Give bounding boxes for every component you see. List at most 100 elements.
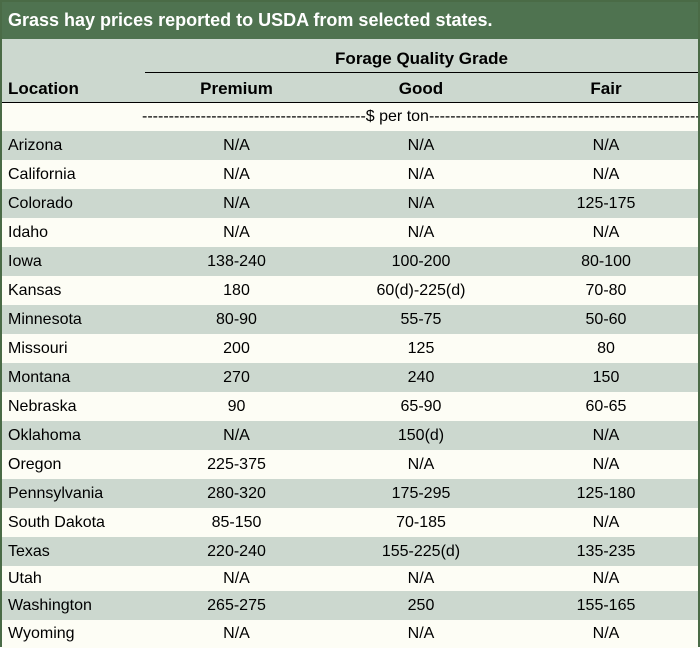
table-row: Oklahoma N/A 150(d) N/A [2,421,698,450]
cell-fair: N/A [592,166,620,183]
table-row: Missouri 200 125 80 [2,334,698,363]
cell-good: 250 [407,597,435,614]
cell-good: 175-295 [391,485,451,502]
table-row: Utah N/A N/A N/A [2,566,698,591]
cell-fair: N/A [592,427,620,444]
cell-premium: 90 [227,398,246,415]
header-rule [2,102,698,103]
cell-fair: 80-100 [581,253,631,270]
cell-premium: N/A [223,137,250,154]
cell-location: California [8,166,76,183]
cell-premium: N/A [223,625,250,642]
cell-good: N/A [407,456,435,473]
cell-location: Minnesota [8,311,82,328]
cell-premium: 280-320 [207,485,266,502]
table-row: Nebraska 90 65-90 60-65 [2,392,698,421]
group-header-rule [145,72,698,73]
cell-good: 60(d)-225(d) [376,282,466,299]
cell-location: Oregon [8,456,62,473]
cell-good: 55-75 [400,311,442,328]
cell-premium: 180 [223,282,250,299]
cell-premium: 220-240 [207,543,266,560]
cell-fair: 155-165 [576,597,636,614]
cell-fair: N/A [592,625,620,642]
cell-good: N/A [407,625,435,642]
cell-fair: 150 [592,369,620,386]
cell-good: 100-200 [391,253,451,270]
cell-premium: 138-240 [207,253,266,270]
unit-row: ----------------------------------------… [2,103,698,131]
cell-fair: 50-60 [585,311,627,328]
table-row: Colorado N/A N/A 125-175 [2,189,698,218]
cell-location: Nebraska [8,398,77,415]
cell-location: Texas [8,543,50,560]
cell-location: Montana [8,369,71,386]
cell-premium: 225-375 [207,456,266,473]
table-row: Arizona N/A N/A N/A [2,131,698,160]
cell-premium: 85-150 [211,514,262,531]
cell-location: Iowa [8,253,42,270]
cell-good: 155-225(d) [381,543,461,560]
column-header-fair: Fair [590,79,622,98]
cell-location: Utah [8,570,42,587]
cell-fair: N/A [592,456,620,473]
table-row: Oregon 225-375 N/A N/A [2,450,698,479]
column-header-location: Location [8,79,79,98]
cell-location: Missouri [8,340,68,357]
cell-good: 125 [407,340,435,357]
cell-location: South Dakota [8,514,105,531]
cell-fair: 70-80 [585,282,627,299]
table-row: Montana 270 240 150 [2,363,698,392]
cell-good: N/A [407,570,435,587]
cell-premium: 80-90 [216,311,257,328]
cell-location: Idaho [8,224,49,241]
table-row: Idaho N/A N/A N/A [2,218,698,247]
table-row: Washington 265-275 250 155-165 [2,591,698,620]
cell-fair: 135-235 [576,543,636,560]
cell-good: 240 [407,369,435,386]
cell-fair: N/A [592,137,620,154]
cell-good: 150(d) [397,427,445,444]
cell-fair: 125-175 [576,195,636,212]
cell-location: Colorado [8,195,73,212]
cell-good: N/A [407,195,435,212]
table-row: California N/A N/A N/A [2,160,698,189]
cell-fair: N/A [592,224,620,241]
table-row: South Dakota 85-150 70-185 N/A [2,508,698,537]
cell-good: N/A [407,166,435,183]
cell-premium: N/A [223,570,250,587]
cell-fair: 125-180 [576,485,636,502]
table-row: Texas 220-240 155-225(d) 135-235 [2,537,698,566]
table-body: Arizona N/A N/A N/A California N/A N/A N/A Color… [2,131,698,648]
cell-premium: N/A [223,224,250,241]
cell-fair: 80 [597,340,615,357]
column-header-premium: Premium [200,79,273,98]
cell-location: Washington [8,597,92,614]
cell-fair: N/A [592,514,620,531]
column-header-good: Good [398,79,444,98]
table-row: Iowa 138-240 100-200 80-100 [2,247,698,276]
cell-premium: N/A [223,195,250,212]
cell-premium: 270 [223,369,250,386]
cell-fair: 60-65 [585,398,627,415]
cell-location: Oklahoma [8,427,81,444]
table-row: Minnesota 80-90 55-75 50-60 [2,305,698,334]
cell-location: Arizona [8,137,63,154]
cell-location: Wyoming [8,625,75,642]
table-row: Pennsylvania 280-320 175-295 125-180 [2,479,698,508]
cell-good: 65-90 [400,398,442,415]
cell-premium: 265-275 [207,597,266,614]
group-header: Forage Quality Grade [335,49,508,68]
cell-good: N/A [407,224,435,241]
cell-good: 70-185 [396,514,446,531]
cell-location: Kansas [8,282,62,299]
table-row: Kansas 180 60(d)-225(d) 70-80 [2,276,698,305]
table-header: Forage Quality Grade Location Premium Go… [2,39,698,102]
cell-good: N/A [407,137,435,154]
cell-location: Pennsylvania [8,485,104,502]
cell-premium: 200 [223,340,250,357]
cell-premium: N/A [223,166,250,183]
cell-fair: N/A [592,570,620,587]
table-row: Wyoming N/A N/A N/A [2,620,698,648]
